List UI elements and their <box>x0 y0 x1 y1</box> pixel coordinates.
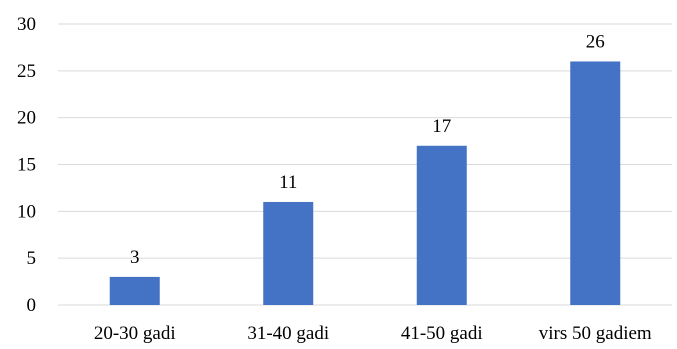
bar <box>570 61 621 305</box>
data-label: 26 <box>586 31 605 52</box>
y-tick-label: 25 <box>17 61 36 82</box>
bars <box>109 61 621 305</box>
y-axis-tick-labels: 0 5 10 15 20 25 30 <box>17 14 36 316</box>
y-tick-label: 30 <box>17 14 36 35</box>
x-tick-label: virs 50 gadiem <box>539 323 652 344</box>
y-tick-label: 10 <box>17 201 36 222</box>
bar <box>109 276 160 305</box>
data-label: 3 <box>130 247 140 268</box>
y-tick-label: 20 <box>17 108 36 129</box>
y-tick-label: 0 <box>27 295 37 316</box>
x-tick-label: 31-40 gadi <box>247 323 329 344</box>
x-tick-label: 20-30 gadi <box>94 323 176 344</box>
data-label: 11 <box>279 172 297 193</box>
data-labels: 3 11 17 26 <box>130 31 605 267</box>
x-tick-label: 41-50 gadi <box>401 323 483 344</box>
bar <box>416 145 467 305</box>
data-label: 17 <box>432 116 451 137</box>
gridlines <box>58 23 672 306</box>
x-axis-tick-labels: 20-30 gadi 31-40 gadi 41-50 gadi virs 50 ga… <box>94 323 652 344</box>
y-tick-label: 5 <box>27 248 37 269</box>
y-tick-label: 15 <box>17 155 36 176</box>
bar <box>263 201 314 305</box>
